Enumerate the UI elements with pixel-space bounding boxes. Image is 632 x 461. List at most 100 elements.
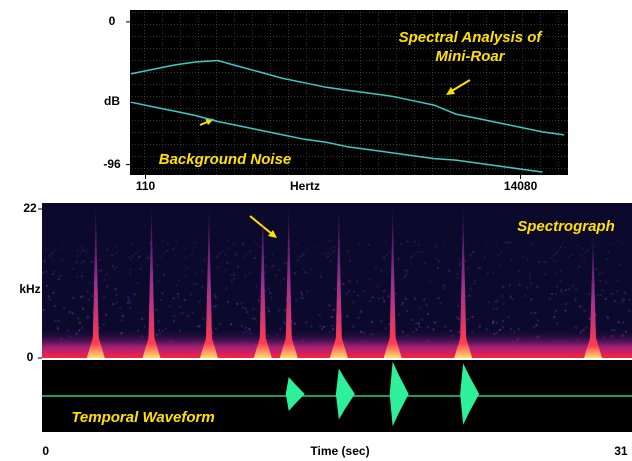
speckle: [617, 321, 620, 324]
speckle: [587, 292, 590, 295]
speckle: [605, 258, 608, 261]
speckle: [484, 256, 487, 259]
speckle: [129, 268, 132, 271]
speckle: [423, 261, 426, 264]
speckle: [545, 261, 548, 264]
speckle: [305, 321, 308, 324]
speckle: [421, 318, 424, 321]
speckle: [278, 268, 281, 271]
speckle: [295, 243, 298, 246]
wave-burst: [285, 377, 305, 411]
speckle: [466, 318, 469, 321]
speckle: [618, 263, 621, 266]
speckle: [233, 244, 236, 247]
speckle: [186, 266, 189, 269]
speckle: [387, 295, 390, 298]
speckle: [301, 293, 304, 296]
speckle: [60, 259, 63, 262]
speckle: [42, 270, 45, 273]
speckle: [106, 248, 109, 251]
speckle: [610, 292, 613, 295]
speckle: [517, 328, 520, 331]
speckle: [184, 256, 187, 259]
speckle: [192, 283, 195, 286]
spectrograph-title: Spectrograph: [517, 218, 615, 235]
speckle: [240, 324, 243, 327]
speckle: [138, 256, 141, 259]
speckle: [157, 320, 160, 323]
speckle: [269, 291, 272, 294]
speckle: [599, 279, 602, 282]
speckle: [274, 274, 277, 277]
speckle: [530, 242, 533, 245]
speckle: [406, 240, 409, 243]
speckle: [526, 286, 529, 289]
speckle: [334, 246, 337, 249]
speckle: [152, 271, 155, 274]
speckle: [244, 307, 247, 310]
speckle: [234, 252, 237, 255]
speckle: [400, 303, 403, 306]
speckle: [265, 264, 268, 267]
speckle: [492, 320, 495, 323]
speckle: [468, 294, 471, 297]
speckle: [472, 251, 475, 254]
speckle: [383, 300, 386, 303]
speckle: [119, 307, 122, 310]
burst: [383, 209, 402, 358]
wave-burst: [460, 363, 480, 425]
speckle: [530, 312, 533, 315]
speckle: [384, 241, 387, 244]
speckle: [459, 262, 462, 265]
speckle: [103, 295, 106, 298]
speckle: [62, 244, 65, 247]
speckle: [486, 272, 489, 275]
speckle: [628, 298, 631, 301]
speckle: [82, 307, 85, 310]
speckle: [477, 266, 480, 269]
speckle: [48, 298, 51, 301]
speckle: [305, 271, 308, 274]
speckle: [284, 262, 287, 265]
speckle: [553, 260, 556, 263]
speckle: [213, 294, 216, 297]
speckle: [172, 248, 175, 251]
x-axis-label: Hertz: [290, 179, 320, 193]
speckle: [48, 254, 51, 257]
speckle: [240, 302, 243, 305]
speckle: [371, 296, 374, 299]
speckle: [165, 249, 168, 252]
speckle: [79, 252, 82, 255]
speckle: [403, 269, 406, 272]
speckle: [499, 328, 502, 331]
speckle: [536, 285, 539, 288]
speckle: [198, 324, 201, 327]
speckle: [221, 250, 224, 253]
speckle: [98, 270, 101, 273]
speckle: [561, 241, 564, 244]
x-tick-label: 0: [42, 444, 49, 458]
speckle: [382, 290, 385, 293]
speckle: [472, 250, 475, 253]
speckle: [113, 268, 116, 271]
speckle: [380, 269, 383, 272]
speckle: [91, 260, 93, 263]
speckle: [411, 318, 414, 321]
speckle: [550, 257, 553, 260]
speckle: [607, 251, 610, 254]
speckle: [172, 297, 175, 300]
speckle: [574, 299, 577, 302]
speckle: [252, 317, 255, 320]
speckle: [485, 328, 488, 331]
speckle: [126, 301, 129, 304]
speckle: [136, 281, 139, 284]
speckle: [510, 327, 513, 330]
series-line: [130, 59, 565, 136]
speckle: [230, 323, 233, 326]
speckle: [81, 295, 84, 298]
speckle: [323, 252, 326, 255]
series-line: [130, 101, 543, 173]
speckle: [329, 253, 332, 256]
speckle: [617, 240, 620, 243]
speckle: [162, 273, 165, 276]
